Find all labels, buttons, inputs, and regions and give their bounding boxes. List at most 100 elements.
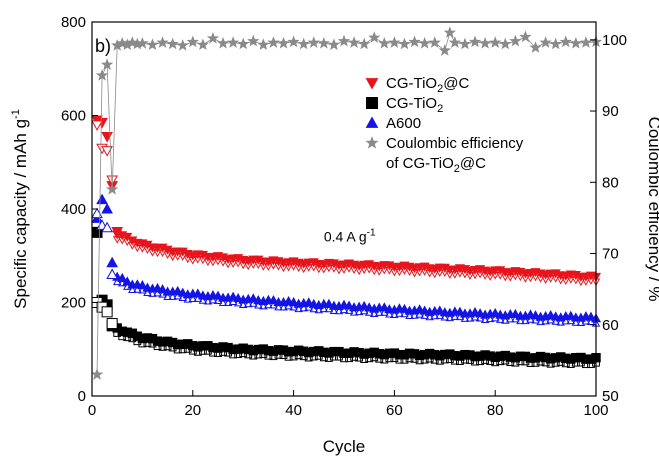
capacity-point-charge [587, 360, 595, 369]
capacity-point-charge [490, 272, 500, 280]
capacity-point-charge [339, 266, 349, 274]
legend-entry-label: A600 [386, 115, 421, 132]
capacity-point-charge [294, 304, 303, 313]
capacity-point [323, 298, 334, 308]
capacity-point-charge [380, 266, 389, 275]
capacity-point-charge [546, 275, 555, 283]
ce-point [206, 31, 220, 44]
panel-label: b) [95, 36, 111, 56]
capacity-point-charge [495, 315, 505, 323]
ce-point [337, 34, 351, 47]
ce-point [227, 36, 240, 48]
capacity-point-charge [491, 358, 500, 367]
capacity-point-charge [460, 270, 470, 279]
legend-marker-a600 [365, 116, 379, 128]
capacity-point-charge [506, 314, 515, 323]
legend-entry-sub: 2 [454, 163, 460, 175]
capacity-point-charge [516, 316, 525, 325]
capacity-point-charge [430, 270, 439, 279]
capacity-point-charge [334, 306, 344, 315]
capacity-point-early-charge [91, 207, 103, 219]
capacity-point-charge [586, 277, 596, 285]
capacity-point-charge [193, 255, 203, 264]
capacity-point-charge [183, 295, 193, 303]
legend-entry-sub: 2 [437, 103, 443, 115]
capacity-point-charge [365, 354, 374, 363]
ce-point [216, 36, 230, 49]
capacity-point-charge [117, 236, 127, 245]
capacity-point-charge [354, 267, 364, 276]
capacity-point-charge [153, 249, 162, 258]
capacity-point-charge [309, 263, 319, 272]
capacity-point-charge [228, 260, 238, 268]
capacity-point [212, 290, 224, 300]
ce-point [106, 182, 119, 195]
capacity-point [192, 288, 203, 298]
capacity-point-charge [198, 346, 207, 355]
capacity-point [137, 280, 148, 290]
capacity-point-early [111, 226, 124, 238]
capacity-point-charge [329, 306, 339, 315]
ce-point [468, 35, 482, 48]
capacity-point-charge [274, 262, 283, 271]
capacity-point-charge [259, 301, 268, 310]
capacity-point-charge [541, 276, 550, 284]
legend-marker-cg_tio2 [366, 97, 378, 109]
capacity-point-charge [274, 302, 283, 311]
capacity-point-charge [516, 357, 525, 366]
capacity-point-charge [369, 309, 379, 317]
capacity-point-charge [440, 355, 449, 364]
capacity-point-charge [369, 267, 379, 276]
ce-point [358, 37, 371, 50]
capacity-point [359, 300, 370, 310]
capacity-point-charge [148, 289, 157, 297]
capacity-point-charge [576, 278, 586, 287]
x-tick-label: 100 [583, 402, 608, 419]
series-a600 [91, 193, 602, 327]
capacity-point-charge [566, 276, 576, 284]
capacity-point [288, 297, 299, 307]
ce-point [156, 36, 169, 48]
capacity-point-charge [480, 272, 490, 280]
ce-point [579, 36, 593, 48]
capacity-point-charge [223, 260, 233, 269]
capacity-point-charge [254, 261, 263, 269]
capacity-point-charge [359, 266, 369, 275]
capacity-point-charge [133, 285, 142, 293]
capacity-point-charge [213, 257, 223, 266]
capacity-point-charge [243, 299, 253, 308]
capacity-point-charge [581, 278, 591, 286]
capacity-point-charge [218, 259, 228, 267]
capacity-point-charge [561, 277, 571, 286]
capacity-point-charge [536, 317, 545, 326]
capacity-point-charge [390, 268, 399, 277]
capacity-point-charge [551, 358, 560, 367]
capacity-point-charge [415, 268, 424, 277]
capacity-point-charge [344, 265, 354, 273]
ce-point [277, 36, 290, 49]
legend-entry-sub: 2 [437, 83, 443, 95]
capacity-point [510, 308, 521, 319]
capacity-point-charge [485, 273, 495, 281]
capacity-point-charge [415, 356, 424, 365]
series-cg_tio2_c [91, 115, 602, 287]
x-tick-label: 60 [386, 402, 403, 419]
y-left-tick-label: 0 [78, 388, 86, 405]
capacity-point-charge [138, 339, 147, 348]
capacity-point-charge [238, 300, 248, 309]
ce-point [166, 37, 179, 50]
capacity-point-charge [178, 345, 187, 354]
capacity-point [434, 305, 445, 315]
capacity-point-charge [501, 273, 510, 282]
capacity-point-charge [158, 342, 167, 351]
ce-point [317, 36, 330, 49]
ce-point [237, 37, 250, 50]
ce-point [559, 35, 572, 48]
capacity-point-charge [531, 273, 540, 282]
y-axis-left-title: Specific capacity / mAh g-1 [10, 109, 30, 309]
ce-point [388, 36, 401, 48]
capacity-point-charge [233, 259, 243, 268]
capacity-point-charge [536, 275, 545, 283]
capacity-point-charge [294, 264, 303, 273]
